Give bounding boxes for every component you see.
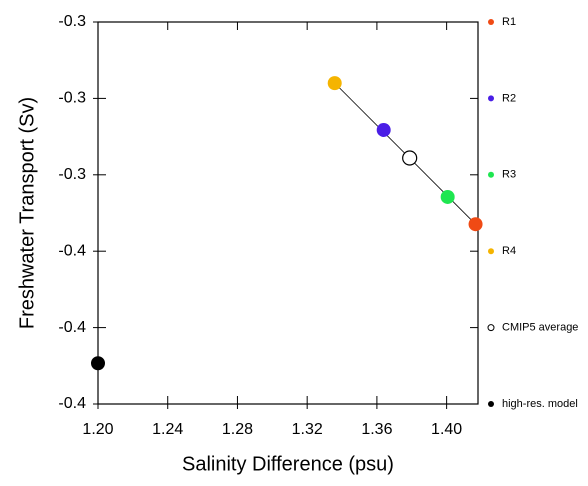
legend-marker [487, 324, 495, 332]
y-tick-label: -0.4 [58, 319, 86, 336]
y-axis-label: Freshwater Transport (Sv) [16, 97, 38, 329]
legend-marker [488, 95, 494, 102]
plot-frame [97, 21, 479, 405]
legend-marker [488, 401, 494, 407]
legend-marker [488, 171, 494, 178]
point [376, 122, 391, 137]
x-axis-label: Salinity Difference (psu) [182, 453, 394, 475]
y-tick-label: -0.3 [58, 166, 86, 183]
y-tick-label: -0.3 [58, 90, 86, 107]
legend-label: CMIP5 average [502, 322, 578, 334]
legend-marker [488, 248, 494, 255]
legend-marker [488, 19, 494, 25]
point [468, 217, 483, 232]
x-tick-label: 1.24 [152, 421, 183, 438]
legend-label: R1 [502, 16, 516, 28]
legend-label: R3 [502, 169, 516, 181]
point [327, 76, 342, 91]
y-tick-label: -0.4 [58, 395, 86, 412]
legend-label: high-res. model [502, 398, 578, 410]
point [91, 356, 105, 371]
legend-label: R2 [502, 92, 516, 104]
x-tick-label: 1.28 [222, 421, 253, 438]
point [440, 189, 455, 204]
x-tick-label: 1.36 [361, 421, 392, 438]
x-tick-label: 1.40 [431, 421, 462, 438]
y-tick-label: -0.4 [58, 242, 86, 259]
legend-label: R4 [502, 245, 516, 257]
x-tick-label: 1.32 [292, 421, 323, 438]
x-tick-label: 1.20 [82, 421, 113, 438]
point [402, 150, 418, 166]
y-tick-label: -0.3 [58, 13, 86, 30]
